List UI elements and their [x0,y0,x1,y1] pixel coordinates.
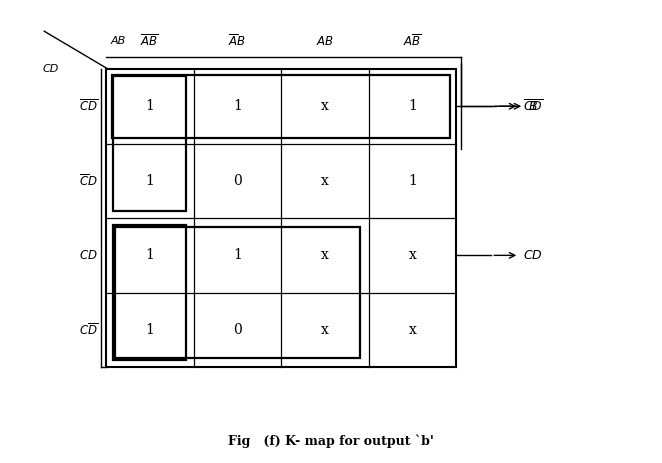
Text: $CD$: $CD$ [79,249,98,262]
Text: $\overline{C}\overline{D}$: $\overline{C}\overline{D}$ [523,99,544,114]
Text: 1: 1 [233,248,242,263]
Text: x: x [408,248,416,263]
Text: x: x [321,323,329,337]
Text: $\overline{B}$: $\overline{B}$ [528,99,539,114]
Text: $\overline{A}\overline{B}$: $\overline{A}\overline{B}$ [140,33,159,49]
Text: x: x [321,99,329,113]
Text: $C\overline{D}$: $C\overline{D}$ [79,322,98,338]
Text: $A\overline{B}$: $A\overline{B}$ [403,33,422,49]
Text: 1: 1 [233,99,242,113]
Text: 1: 1 [146,174,154,188]
Text: CD: CD [43,64,60,74]
Text: Fig   (f) K- map for output `b': Fig (f) K- map for output `b' [228,435,434,449]
Bar [112,75,451,138]
Text: x: x [321,174,329,188]
Bar [106,69,457,367]
Text: 1: 1 [408,99,417,113]
Text: AB: AB [111,36,126,46]
Bar [115,227,360,358]
Text: $CD$: $CD$ [523,249,543,262]
Text: x: x [321,248,329,263]
Text: 1: 1 [408,174,417,188]
Text: 0: 0 [233,323,242,337]
Bar [113,225,187,360]
Text: $\overline{C}\overline{D}$: $\overline{C}\overline{D}$ [79,99,98,114]
Text: $\overline{C}D$: $\overline{C}D$ [79,173,98,189]
Text: $AB$: $AB$ [316,35,334,48]
Text: 1: 1 [146,323,154,337]
Text: 0: 0 [233,174,242,188]
Text: $\overline{A}B$: $\overline{A}B$ [228,33,246,49]
Text: 1: 1 [146,248,154,263]
Text: 1: 1 [146,99,154,113]
Bar [113,76,187,211]
Text: x: x [408,323,416,337]
